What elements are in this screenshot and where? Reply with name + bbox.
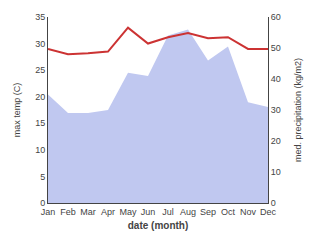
svg-text:15: 15 [35, 118, 45, 128]
svg-text:Oct: Oct [221, 207, 236, 217]
svg-text:50: 50 [271, 43, 281, 53]
svg-text:30: 30 [271, 105, 281, 115]
svg-text:10: 10 [271, 167, 281, 177]
svg-text:date (month): date (month) [128, 220, 189, 231]
svg-text:Dec: Dec [260, 207, 277, 217]
svg-text:20: 20 [271, 136, 281, 146]
svg-text:0: 0 [271, 198, 276, 208]
svg-text:0: 0 [40, 198, 45, 208]
svg-text:10: 10 [35, 145, 45, 155]
svg-text:May: May [119, 207, 137, 217]
svg-text:Sep: Sep [200, 207, 216, 217]
svg-text:med. precipitation (kg/m2): med. precipitation (kg/m2) [293, 58, 303, 162]
svg-text:60: 60 [271, 12, 281, 22]
svg-text:max temp (C): max temp (C) [12, 83, 22, 138]
svg-text:Aug: Aug [180, 207, 196, 217]
svg-text:Feb: Feb [60, 207, 76, 217]
svg-text:25: 25 [35, 65, 45, 75]
svg-text:Apr: Apr [101, 207, 115, 217]
svg-text:5: 5 [40, 172, 45, 182]
svg-text:Jun: Jun [141, 207, 156, 217]
svg-text:Jul: Jul [162, 207, 174, 217]
svg-text:20: 20 [35, 92, 45, 102]
svg-text:Nov: Nov [240, 207, 257, 217]
svg-text:Jan: Jan [41, 207, 56, 217]
svg-text:40: 40 [271, 74, 281, 84]
svg-text:30: 30 [35, 39, 45, 49]
svg-text:Mar: Mar [80, 207, 96, 217]
svg-text:35: 35 [35, 12, 45, 22]
